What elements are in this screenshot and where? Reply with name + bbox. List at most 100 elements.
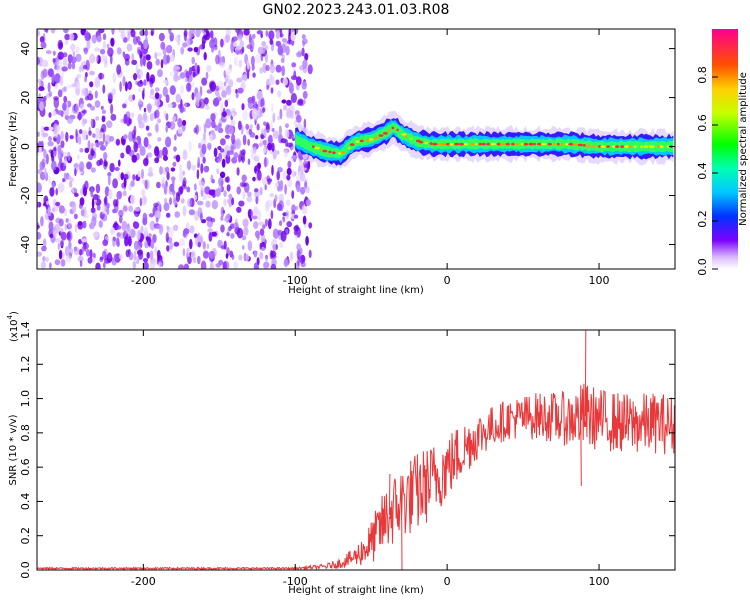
noise-cell xyxy=(135,63,139,74)
noise-cell xyxy=(301,204,308,215)
noise-cell xyxy=(177,127,183,135)
noise-cell xyxy=(74,213,78,220)
noise-cell xyxy=(137,142,142,149)
noise-cell xyxy=(202,241,206,250)
signal-peak-cell xyxy=(446,142,451,146)
noise-cell xyxy=(173,146,177,152)
noise-cell xyxy=(242,110,248,121)
noise-cell xyxy=(242,218,249,228)
noise-cell xyxy=(54,73,61,84)
noise-cell xyxy=(139,29,146,37)
noise-cell xyxy=(283,104,288,111)
noise-cell xyxy=(238,154,242,163)
noise-cell xyxy=(77,154,80,160)
noise-cell xyxy=(285,123,289,129)
noise-cell xyxy=(301,34,306,40)
noise-cell xyxy=(167,103,173,108)
noise-cell xyxy=(57,110,64,116)
noise-cell xyxy=(132,134,136,144)
signal-peak-cell xyxy=(633,145,637,148)
noise-cell xyxy=(186,160,192,171)
noise-cell xyxy=(159,149,163,159)
noise-cell xyxy=(185,222,190,229)
noise-cell xyxy=(110,227,116,234)
noise-cell xyxy=(293,229,299,236)
noise-cell xyxy=(66,116,74,124)
signal-peak-cell xyxy=(533,142,536,146)
noise-cell xyxy=(40,261,47,269)
noise-cell xyxy=(220,224,225,233)
noise-cell xyxy=(294,119,298,127)
noise-cell xyxy=(243,29,250,36)
signal-peak-cell xyxy=(568,142,574,146)
noise-cell xyxy=(118,159,121,167)
spectrogram-x-tick-label: 100 xyxy=(589,274,610,287)
noise-cell xyxy=(301,254,305,263)
colorbar-gradient xyxy=(712,29,738,269)
noise-cell xyxy=(253,251,258,258)
noise-cell xyxy=(143,107,147,113)
spectrogram-y-tick-label: 20 xyxy=(19,91,32,105)
noise-cell xyxy=(83,186,87,197)
signal-peak-cell xyxy=(382,132,388,135)
snr-series-line xyxy=(37,330,675,570)
noise-cell xyxy=(85,249,91,257)
noise-cell xyxy=(216,93,221,99)
noise-cell xyxy=(70,56,77,64)
noise-cell xyxy=(281,99,287,104)
noise-cell xyxy=(103,159,108,170)
signal-peak-cell xyxy=(615,145,619,148)
noise-cell xyxy=(122,203,128,214)
noise-cell xyxy=(301,47,305,57)
noise-cell xyxy=(162,146,168,158)
noise-cell xyxy=(255,107,262,119)
noise-cell xyxy=(203,131,206,141)
noise-cell xyxy=(154,246,158,255)
noise-cell xyxy=(156,249,161,259)
noise-cell xyxy=(294,110,300,116)
noise-cell xyxy=(182,170,186,176)
noise-cell xyxy=(307,64,313,75)
noise-cell xyxy=(301,81,308,90)
noise-cell xyxy=(76,73,82,79)
noise-cell xyxy=(49,233,54,239)
noise-cell xyxy=(304,186,310,194)
noise-cell xyxy=(159,166,163,175)
noise-cell xyxy=(55,201,61,207)
noise-cell xyxy=(220,38,224,48)
noise-cell xyxy=(106,206,110,215)
noise-cell xyxy=(293,225,299,232)
noise-cell xyxy=(263,121,267,126)
noise-cell xyxy=(71,61,76,70)
noise-cell xyxy=(52,58,56,63)
noise-cell xyxy=(277,115,281,121)
noise-cell xyxy=(286,167,292,176)
noise-cell xyxy=(67,175,72,181)
signal-peak-cell xyxy=(624,145,630,148)
noise-cell xyxy=(300,186,306,195)
colorbar: 0.0 0.2 0.4 0.6 0.8 Normalized spectral ampl… xyxy=(696,29,749,276)
noise-cell xyxy=(221,111,228,117)
noise-cell xyxy=(149,250,154,260)
noise-cell xyxy=(82,242,89,250)
noise-cell xyxy=(253,188,259,193)
noise-cell xyxy=(123,134,128,140)
signal-peak-cell xyxy=(405,135,408,138)
noise-cell xyxy=(259,67,263,74)
noise-cell xyxy=(98,29,105,34)
noise-cell xyxy=(290,31,296,42)
noise-cell xyxy=(286,99,292,106)
noise-cell xyxy=(272,112,276,123)
noise-cell xyxy=(288,82,294,94)
spectrogram-y-ticks: -40 -20 0 20 40 xyxy=(19,42,675,253)
noise-cell xyxy=(96,204,101,211)
noise-cell xyxy=(270,263,277,269)
noise-cell xyxy=(175,154,181,163)
signal-peak-cell xyxy=(500,142,506,146)
noise-cell xyxy=(148,166,153,174)
noise-cell xyxy=(191,92,195,101)
noise-cell xyxy=(165,44,173,54)
noise-cell xyxy=(264,45,269,50)
noise-cell xyxy=(131,112,135,118)
